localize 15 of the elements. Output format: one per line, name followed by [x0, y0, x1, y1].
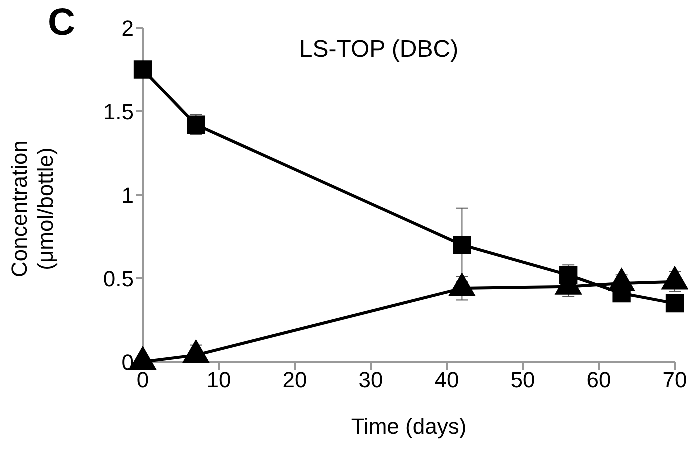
x-tick-label: 50: [510, 368, 536, 393]
x-tick-label: 40: [434, 368, 460, 393]
y-tick-label: 2: [122, 16, 134, 41]
x-axis-title: Time (days): [351, 414, 467, 439]
y-tick-label: 1: [122, 182, 134, 208]
text: C: [48, 2, 76, 45]
y-tick-label: 0.5: [103, 266, 134, 292]
x-tick-label: 10: [206, 368, 232, 393]
x-tick-label: 20: [282, 368, 308, 393]
x-tick-label: 60: [586, 368, 612, 393]
chart-title: LS-TOP (DBC): [298, 36, 460, 64]
x-tick-label: 70: [662, 368, 688, 393]
y-axis-title: Concentration (μmol/bottle): [7, 140, 59, 280]
y-tick-label: 1.5: [103, 99, 134, 124]
x-tick-label: 30: [358, 368, 384, 393]
